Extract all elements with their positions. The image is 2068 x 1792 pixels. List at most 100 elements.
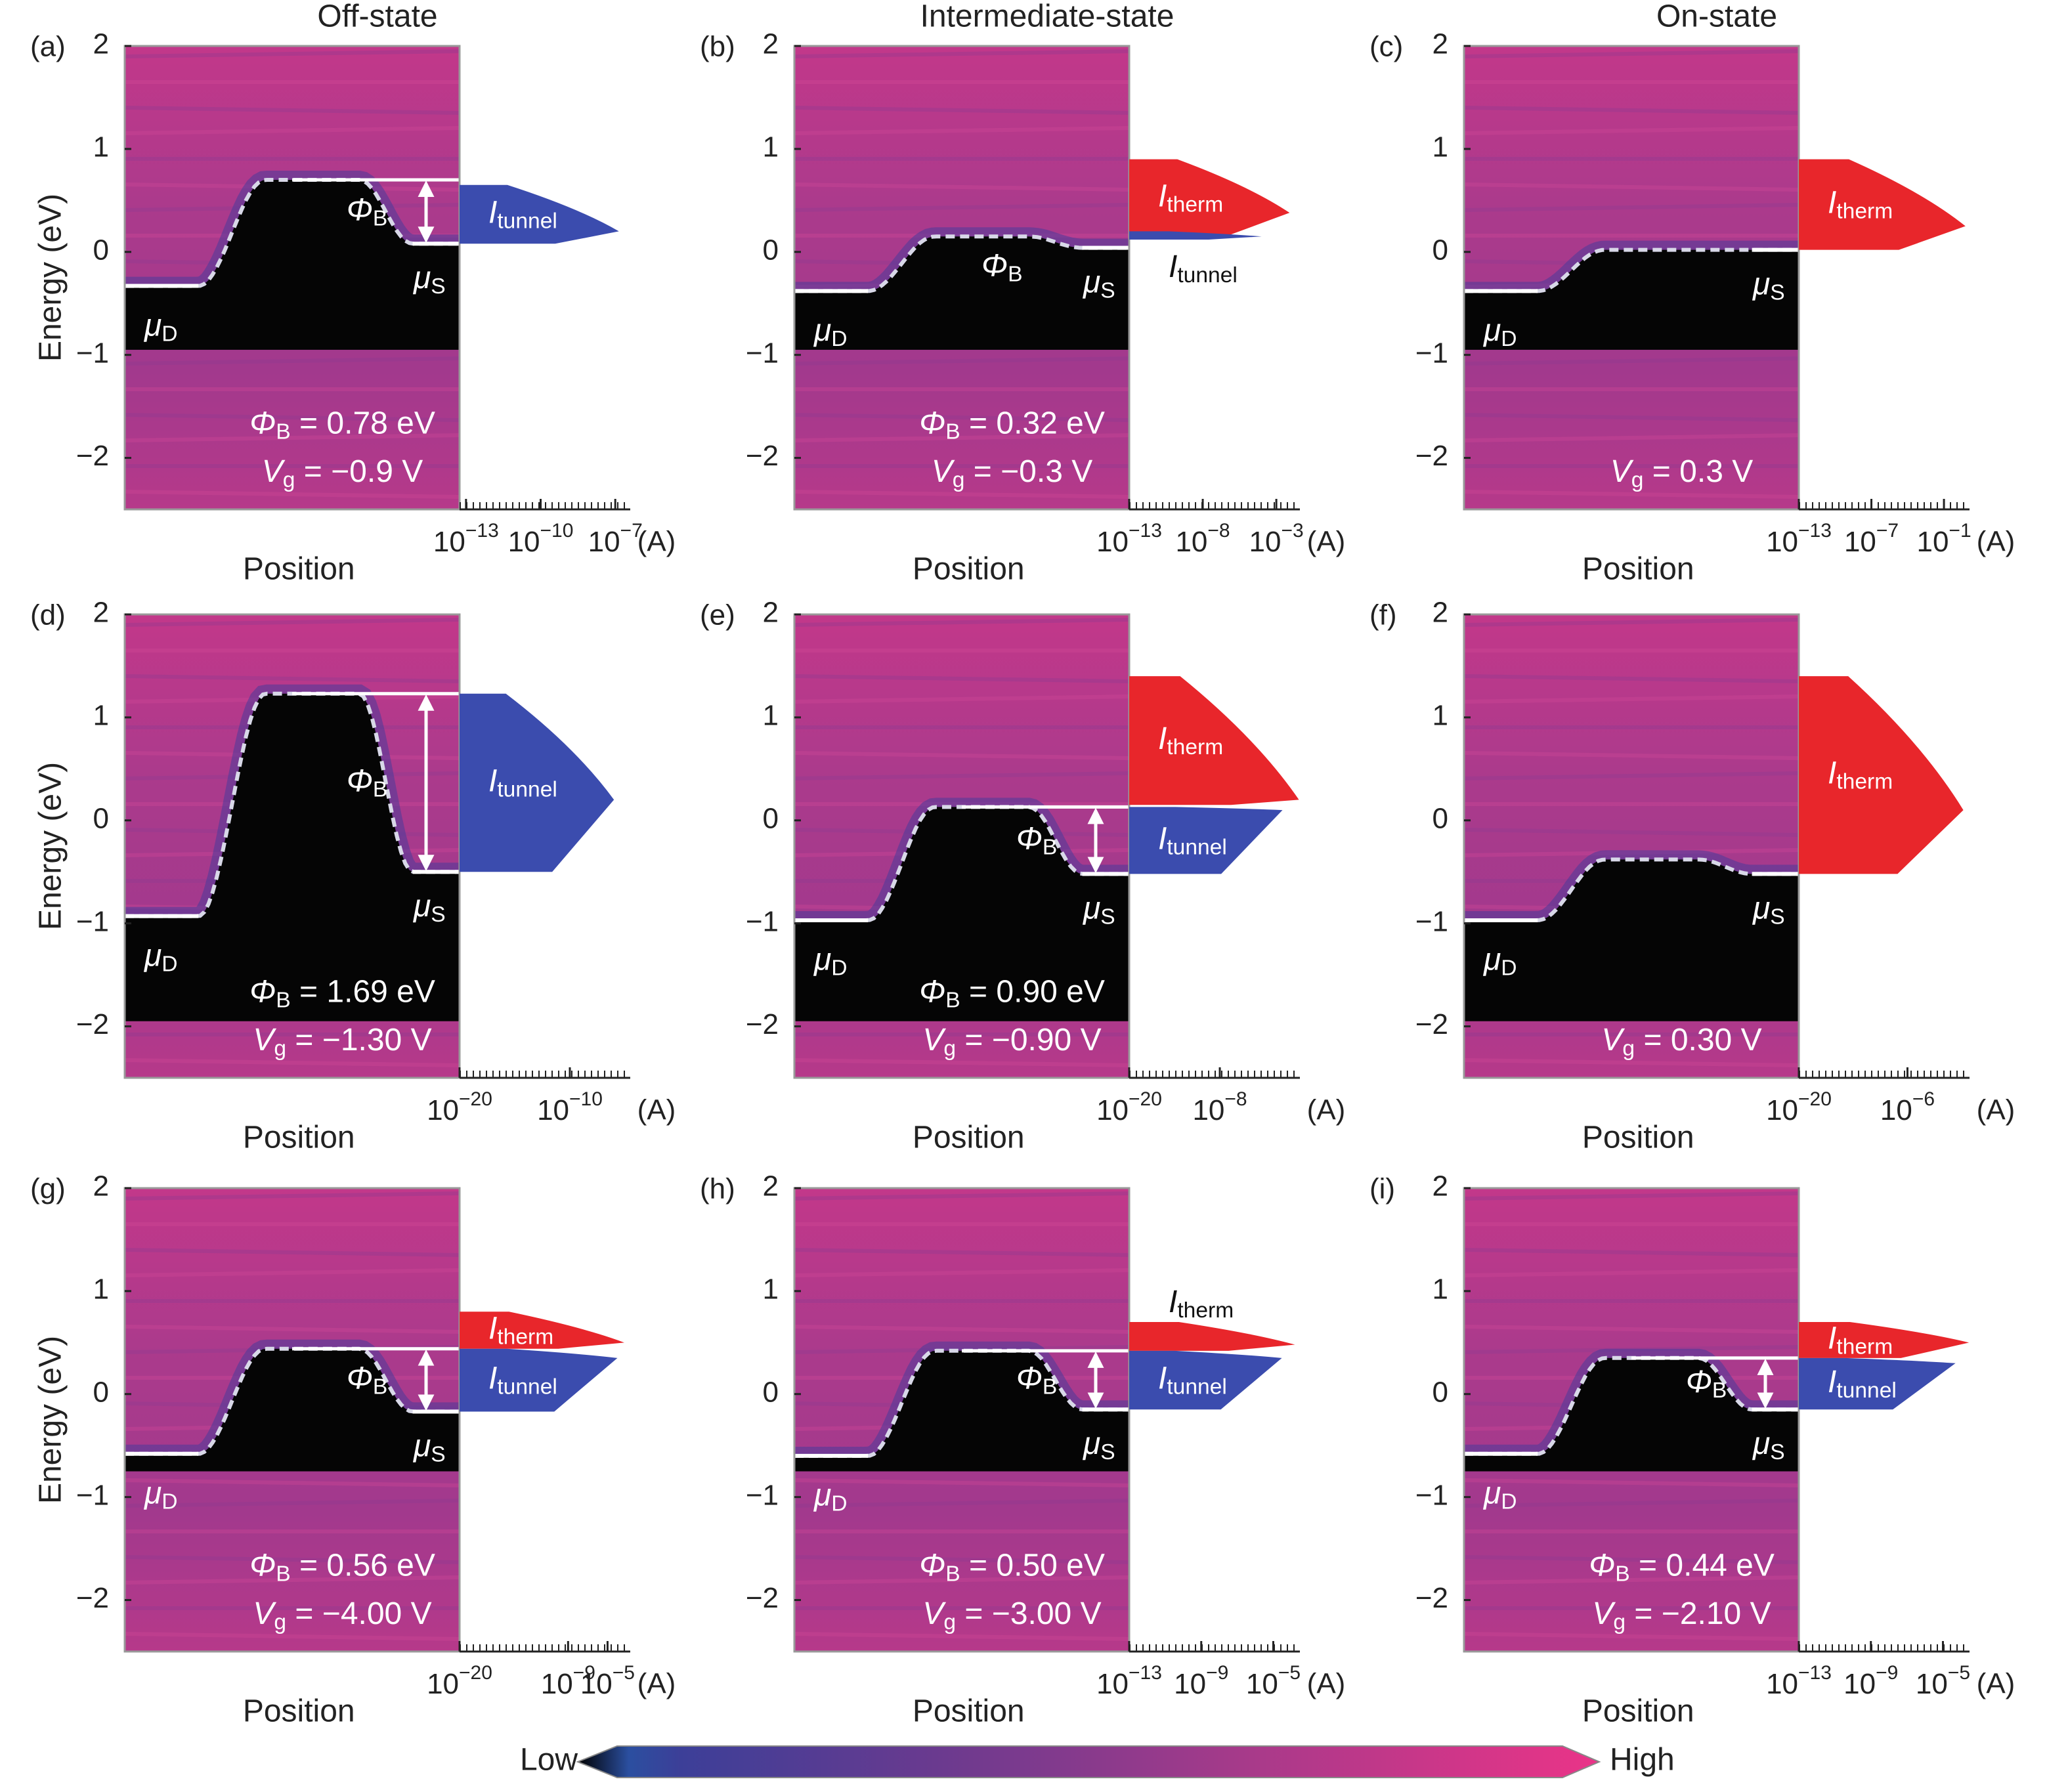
heatmap-stripe — [124, 1478, 460, 1487]
heatmap-stripe — [794, 618, 1130, 627]
x-tick-label: 10−13 — [1096, 1662, 1162, 1700]
text-part: 10 — [433, 526, 465, 558]
text-part: = 0.56 eV — [291, 1548, 435, 1583]
text-part: −9 — [1206, 1662, 1228, 1684]
current-distribution — [1799, 1321, 1970, 1358]
text-part: B — [945, 419, 960, 444]
text-part: S — [1770, 905, 1784, 929]
source-label: μS — [412, 889, 446, 927]
x-tick-label: 10−10 — [537, 1088, 603, 1126]
text-part: S — [431, 903, 445, 927]
text-part: B — [945, 1562, 960, 1586]
x-axis-label: Position — [243, 1120, 355, 1155]
heatmap-stripe — [1463, 674, 1799, 683]
heatmap-stripe — [794, 751, 1130, 760]
text-part: S — [1770, 1440, 1784, 1464]
text-part: −13 — [465, 520, 499, 542]
text-part: −13 — [1798, 1662, 1832, 1684]
text-part: = −3.00 V — [956, 1596, 1102, 1631]
drain-label: μD — [813, 313, 848, 351]
x-axis-label: Position — [1582, 1694, 1694, 1729]
text-part: V — [932, 454, 955, 489]
heatmap-stripe — [1463, 1268, 1799, 1277]
heatmap-stripe — [1463, 751, 1799, 760]
text-part: = −4.00 V — [286, 1596, 432, 1631]
y-tick-label: −1 — [746, 337, 779, 369]
x-tick-label: 10−8 — [1192, 1088, 1247, 1126]
heatmap-stripe — [1463, 1499, 1799, 1508]
annotation: Vg = −4.00 V — [253, 1596, 431, 1634]
x-axis-label: Position — [913, 552, 1025, 587]
text-part: B — [945, 988, 960, 1012]
y-tick-label: 0 — [93, 802, 109, 834]
x-tick-label: 10−8 — [1175, 520, 1230, 558]
heatmap-stripe — [124, 433, 460, 442]
y-tick-label: 2 — [93, 597, 109, 629]
heatmap-stripe — [124, 1555, 460, 1564]
heatmap-frame — [793, 45, 1131, 511]
text-part: Φ — [347, 763, 373, 798]
text-part: μ — [813, 1478, 831, 1512]
source-label: μS — [412, 261, 446, 299]
drain-label: μD — [1482, 942, 1517, 980]
panel-label: (g) — [30, 1173, 66, 1205]
y-tick-label: −1 — [76, 1479, 109, 1511]
y-tick-label: −2 — [746, 440, 779, 472]
y-tick-label: 2 — [1433, 1170, 1448, 1203]
y-tick-label: −1 — [1415, 905, 1448, 937]
y-tick-label: 1 — [763, 131, 779, 163]
text-part: Φ — [1686, 1365, 1712, 1399]
annotation: Vg = −0.9 V — [262, 454, 423, 492]
text-part: therm — [497, 1325, 553, 1349]
text-part: I — [1169, 1285, 1177, 1319]
drain-label: μD — [1482, 1476, 1517, 1514]
text-part: V — [253, 1023, 276, 1057]
annotation: Vg = 0.3 V — [1610, 454, 1753, 492]
heatmap-stripe — [124, 1325, 460, 1334]
heatmap-stripe — [1463, 49, 1799, 58]
text-part: −10 — [540, 520, 574, 542]
barrier-profile — [1464, 247, 1799, 293]
y-tick-label: −2 — [76, 440, 109, 472]
text-part: = −0.90 V — [956, 1023, 1102, 1057]
y-tick-label: −2 — [1415, 1582, 1448, 1614]
heatmap-stripe — [794, 771, 1130, 780]
source-label: μS — [1752, 267, 1785, 305]
text-part: I — [1169, 249, 1177, 284]
heatmap-stripe — [794, 1248, 1130, 1257]
x-tick-label: 10−7 — [1844, 520, 1899, 558]
text-part: therm — [1167, 192, 1223, 217]
text-part: μ — [143, 308, 162, 343]
heatmap-stripe — [794, 1058, 1130, 1067]
y-tick-label: 2 — [1433, 28, 1448, 60]
heatmap-stripe — [1463, 433, 1799, 442]
band-gap-region — [125, 693, 460, 1021]
text-part: S — [1100, 1440, 1115, 1464]
text-part: −9 — [573, 1662, 595, 1684]
series-label: Itherm — [1158, 721, 1223, 759]
text-part: = 0.30 V — [1635, 1023, 1761, 1057]
heatmap-stripe — [794, 674, 1130, 683]
x-tick-label: 10−3 — [1249, 520, 1304, 558]
text-part: I — [1828, 1321, 1836, 1355]
text-part: D — [162, 1489, 177, 1514]
panel-label: (d) — [30, 599, 66, 631]
text-part: −7 — [1876, 520, 1899, 542]
x-tick-label: 10−1 — [1916, 520, 1971, 558]
text-part: = 0.90 eV — [960, 974, 1105, 1009]
text-part: Φ — [1589, 1548, 1615, 1583]
heatmap-stripe — [794, 203, 1130, 212]
text-part: Φ — [347, 192, 373, 227]
heatmap-stripe — [1463, 1248, 1799, 1257]
text-part: g — [1631, 468, 1644, 492]
y-tick-label: 0 — [93, 1376, 109, 1408]
y-tick-label: 1 — [1433, 1273, 1448, 1306]
text-part: D — [1501, 327, 1517, 351]
y-tick-label: 1 — [93, 1273, 109, 1306]
drain-label: μD — [1482, 313, 1517, 351]
current-distribution — [460, 1312, 624, 1349]
text-part: S — [431, 1442, 445, 1466]
panel-label: (b) — [700, 31, 735, 63]
text-part: B — [1712, 1378, 1727, 1403]
heatmap-stripe — [1463, 694, 1799, 704]
